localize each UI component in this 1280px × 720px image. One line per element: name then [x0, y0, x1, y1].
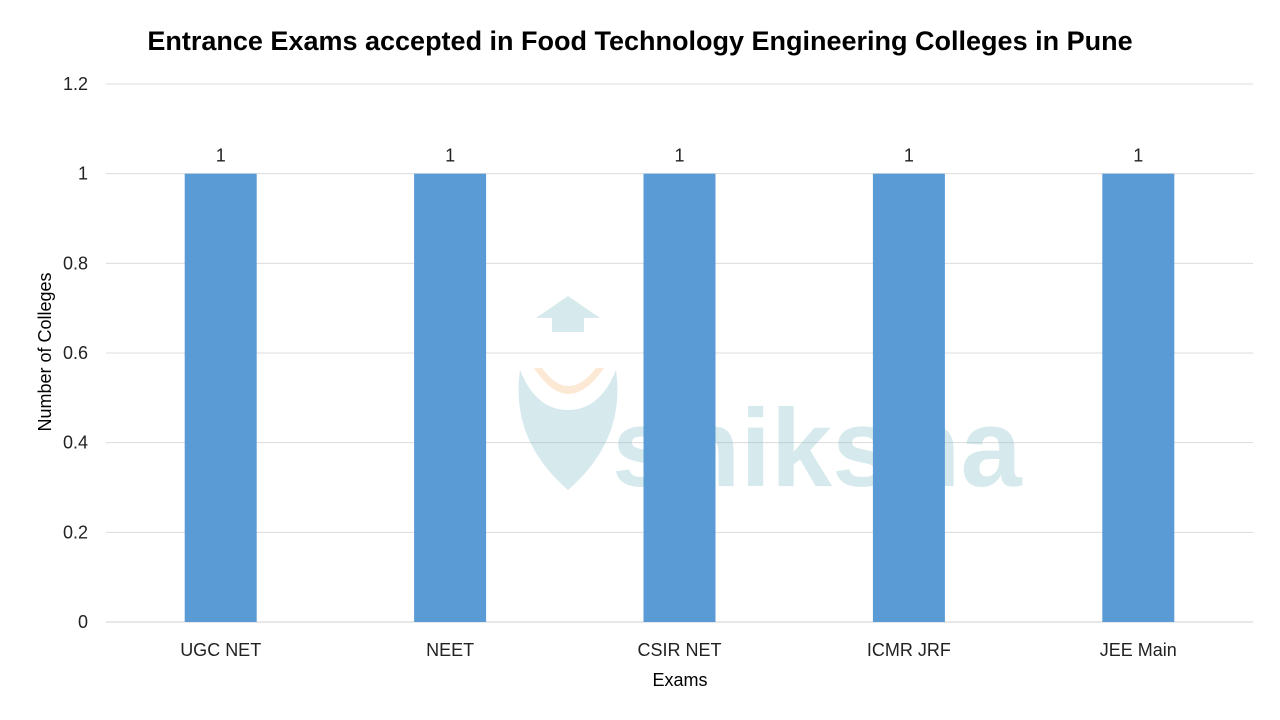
- y-tick-label: 0: [78, 612, 88, 632]
- data-label: 1: [445, 146, 455, 166]
- watermark-smile-icon: [534, 368, 604, 394]
- x-tick-label: CSIR NET: [637, 640, 721, 660]
- y-tick-label: 0.4: [63, 433, 88, 453]
- x-tick-label: JEE Main: [1100, 640, 1177, 660]
- bar: [872, 173, 945, 622]
- chart-title: Entrance Exams accepted in Food Technolo…: [147, 26, 1133, 56]
- bar: [414, 173, 487, 622]
- shiksha-watermark: shiksha: [518, 296, 1022, 510]
- bars: [184, 173, 1175, 622]
- data-label: 1: [904, 146, 914, 166]
- watermark-cap-band: [552, 318, 584, 332]
- data-label: 1: [1133, 146, 1143, 166]
- watermark-cap-icon: [536, 296, 600, 318]
- x-tick-label: NEET: [426, 640, 474, 660]
- data-labels: 1 1 1 1 1: [216, 146, 1144, 166]
- y-axis-ticks: 0 0.2 0.4 0.6 0.8 1 1.2: [63, 74, 88, 632]
- x-axis-title: Exams: [652, 670, 707, 690]
- y-tick-label: 0.2: [63, 522, 88, 542]
- y-tick-label: 0.6: [63, 343, 88, 363]
- bar: [1102, 173, 1175, 622]
- x-tick-label: UGC NET: [180, 640, 261, 660]
- x-axis-categories: UGC NET NEET CSIR NET ICMR JRF JEE Main: [180, 640, 1177, 660]
- bar: [184, 173, 257, 622]
- watermark-pen-icon: [518, 370, 618, 490]
- data-label: 1: [216, 146, 226, 166]
- y-tick-label: 1.2: [63, 74, 88, 94]
- y-tick-label: 0.8: [63, 253, 88, 273]
- x-tick-label: ICMR JRF: [867, 640, 951, 660]
- data-label: 1: [674, 146, 684, 166]
- bar: [643, 173, 716, 622]
- y-axis-title: Number of Colleges: [35, 272, 55, 431]
- y-tick-label: 1: [78, 164, 88, 184]
